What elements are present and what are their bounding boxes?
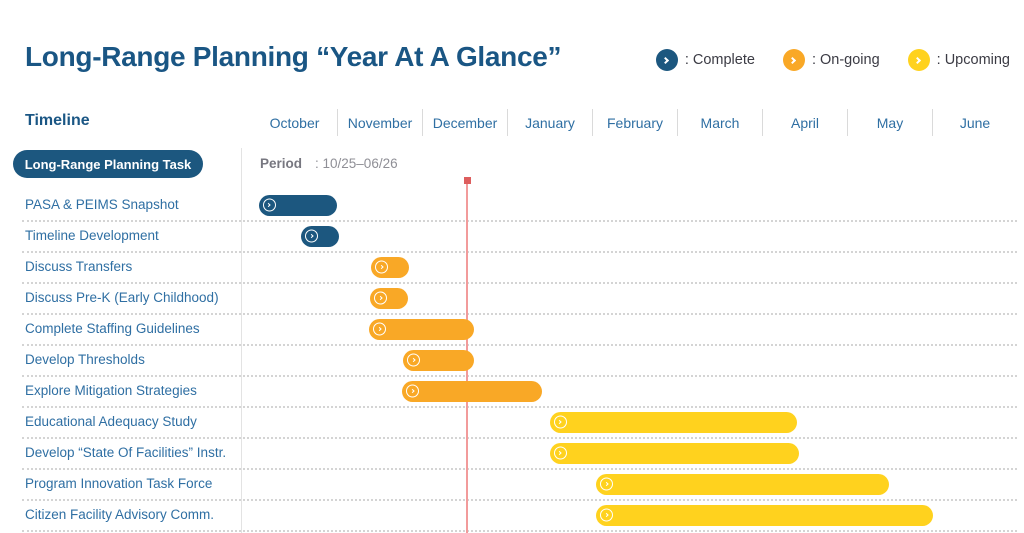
gantt-bar-ongoing [403, 349, 474, 371]
gantt-bar-upcoming [549, 411, 797, 433]
legend-label: : Upcoming [936, 52, 1010, 68]
gantt-bar-upcoming [596, 473, 889, 495]
chevron-right-icon [655, 49, 678, 71]
legend-label: : On-going [811, 52, 880, 68]
month-header-october: October [269, 114, 320, 131]
gantt-bar-complete [301, 225, 339, 247]
month-header-row: October November December January February Ma… [252, 109, 1017, 136]
gantt-bar-ongoing [370, 287, 409, 309]
chevron-right-icon [553, 415, 567, 429]
chevron-right-icon [600, 477, 614, 491]
task-label: PASA & PEIMS Snapshot [25, 197, 179, 212]
task-label: Complete Staffing Guidelines [25, 321, 200, 336]
month-header-june: June [932, 109, 1017, 136]
row-separator [22, 344, 1017, 346]
row-separator [22, 375, 1017, 377]
chevron-right-icon [407, 353, 421, 367]
task-label: Explore Mitigation Strategies [25, 383, 197, 398]
chevron-right-icon [553, 446, 567, 460]
row-separator [22, 468, 1017, 470]
chevron-right-icon [600, 508, 614, 522]
gantt-bar-ongoing [402, 380, 542, 402]
chevron-right-icon [305, 229, 319, 243]
gantt-bar-upcoming [596, 504, 933, 526]
month-header-march: March [677, 109, 762, 136]
row-separator [22, 530, 1017, 532]
current-date-marker-handle [463, 177, 471, 184]
chevron-right-icon [406, 384, 420, 398]
legend-item-complete: : Complete [655, 49, 755, 71]
chevron-right-icon [373, 322, 387, 336]
row-separator [22, 220, 1017, 222]
period-row: Period : 10/25–06/26 [260, 156, 398, 171]
chevron-right-icon [907, 49, 930, 71]
gantt-bar-upcoming [549, 442, 799, 464]
page-title: Long-Range Planning “Year At A Glance” [25, 41, 562, 72]
period-value: : 10/25–06/26 [315, 156, 398, 171]
month-header-november: November [337, 109, 422, 136]
gantt-bar-ongoing [371, 256, 410, 278]
row-separator [22, 406, 1017, 408]
legend-label: : Complete [684, 52, 755, 68]
chevron-right-icon [782, 49, 805, 71]
gantt-bar-ongoing [369, 318, 474, 340]
row-separator [22, 499, 1017, 501]
month-header-may: May [847, 109, 932, 136]
row-separator [22, 251, 1017, 253]
task-label: Educational Adequacy Study [25, 414, 197, 429]
month-header-january: January [507, 109, 592, 136]
timeline-heading: Timeline [25, 112, 90, 129]
month-header-december: December [422, 109, 507, 136]
task-label: Program Innovation Task Force [25, 476, 213, 491]
month-header-april: April [762, 109, 847, 136]
gantt-bar-complete [258, 194, 337, 216]
task-label: Timeline Development [25, 228, 159, 243]
task-label: Develop “State Of Facilities” Instr. [25, 445, 227, 460]
legend-item-ongoing: : On-going [782, 49, 880, 71]
chevron-right-icon [262, 198, 276, 212]
legend: : Complete : On-going : Upcoming [655, 49, 1010, 71]
task-label: Citizen Facility Advisory Comm. [25, 507, 215, 522]
task-label: Discuss Transfers [25, 259, 133, 274]
label-chart-divider [241, 148, 242, 533]
row-separator [22, 313, 1017, 315]
task-label: Discuss Pre-K (Early Childhood) [25, 290, 219, 305]
chevron-right-icon [375, 260, 388, 274]
task-column-pill: Long-Range Planning Task [13, 150, 203, 178]
month-header-february: February [592, 109, 677, 136]
row-separator [22, 437, 1017, 439]
period-label: Period [260, 156, 303, 171]
legend-item-upcoming: : Upcoming [907, 49, 1010, 71]
chevron-right-icon [374, 291, 388, 305]
task-label: Develop Thresholds [25, 352, 145, 367]
row-separator [22, 282, 1017, 284]
